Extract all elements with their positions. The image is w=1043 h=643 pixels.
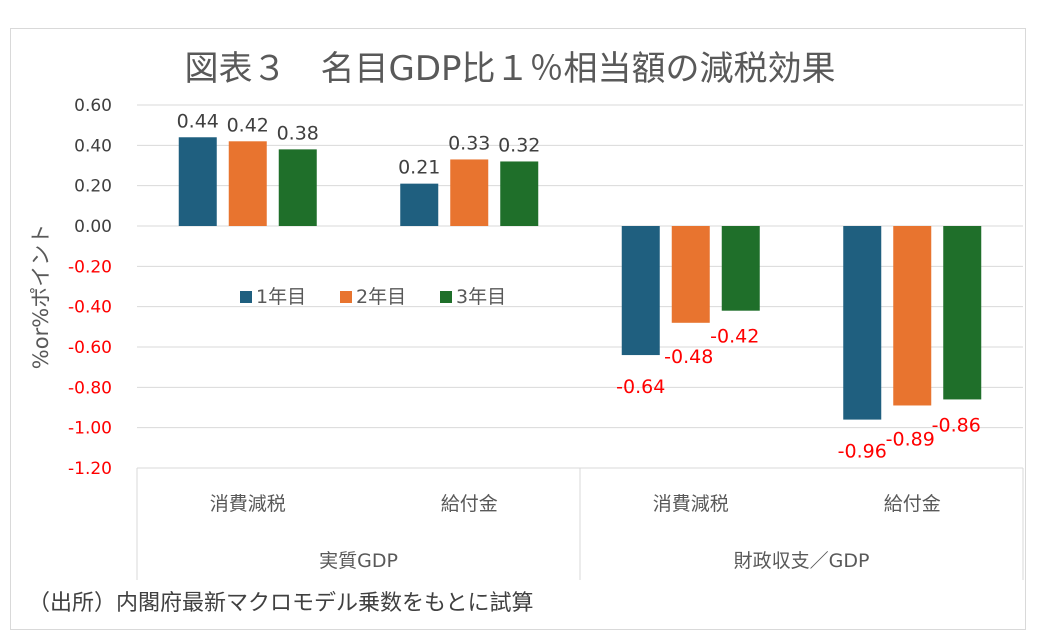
- y-axis-label: %or%ポイント: [29, 224, 53, 369]
- data-label: 0.21: [398, 157, 440, 179]
- legend-label: 1年目: [256, 286, 306, 308]
- legend-label: 2年目: [356, 286, 406, 308]
- bar-1年目: [400, 183, 439, 226]
- bar-2年目: [671, 226, 710, 323]
- legend-swatch: [240, 291, 252, 303]
- data-label: 0.32: [498, 134, 540, 156]
- y-tick-label: -0.40: [68, 298, 112, 318]
- category-label: 給付金: [441, 493, 498, 515]
- data-label: -0.42: [710, 326, 759, 348]
- y-tick-label: 0.20: [74, 177, 112, 197]
- data-label: -0.64: [616, 376, 665, 398]
- y-tick-label: -0.20: [68, 257, 112, 277]
- y-tick-label: -1.20: [68, 459, 112, 479]
- legend-swatch: [440, 291, 452, 303]
- y-tick-label: 0.00: [74, 217, 112, 237]
- y-tick-label: 0.40: [74, 136, 112, 156]
- bar-2年目: [893, 226, 932, 406]
- data-label: 0.42: [227, 114, 269, 136]
- chart-title: 図表３ 名目GDP比１％相当額の減税効果: [184, 49, 835, 89]
- legend-label: 3年目: [456, 286, 506, 308]
- y-tick-label: -0.80: [68, 378, 112, 398]
- bar-1年目: [178, 137, 217, 226]
- group-label: 財政収支／GDP: [734, 550, 870, 572]
- bar-1年目: [843, 226, 882, 420]
- data-label: -0.48: [664, 346, 713, 368]
- category-label: 給付金: [884, 493, 941, 515]
- data-label: 0.33: [448, 132, 490, 154]
- legend-swatch: [340, 291, 352, 303]
- footnote: （出所）内閣府最新マクロモデル乗数をもとに試算: [28, 591, 534, 616]
- bar-2年目: [228, 141, 267, 226]
- y-tick-label: -0.60: [68, 338, 112, 358]
- data-label: -0.89: [886, 428, 935, 450]
- bar-3年目: [943, 226, 982, 400]
- category-label: 消費減税: [210, 493, 286, 515]
- category-label: 消費減税: [653, 493, 729, 515]
- group-label: 実質GDP: [319, 550, 398, 572]
- bar-3年目: [721, 226, 760, 311]
- bar-1年目: [621, 226, 660, 356]
- y-tick-label: 0.60: [74, 96, 112, 116]
- bar-2年目: [450, 159, 489, 226]
- data-label: 0.38: [277, 122, 319, 144]
- bar-3年目: [500, 161, 539, 226]
- data-label: 0.44: [177, 110, 219, 132]
- bar-3年目: [278, 149, 317, 226]
- y-tick-label: -1.00: [68, 419, 112, 439]
- data-label: -0.96: [838, 441, 887, 463]
- data-label: -0.86: [932, 414, 981, 436]
